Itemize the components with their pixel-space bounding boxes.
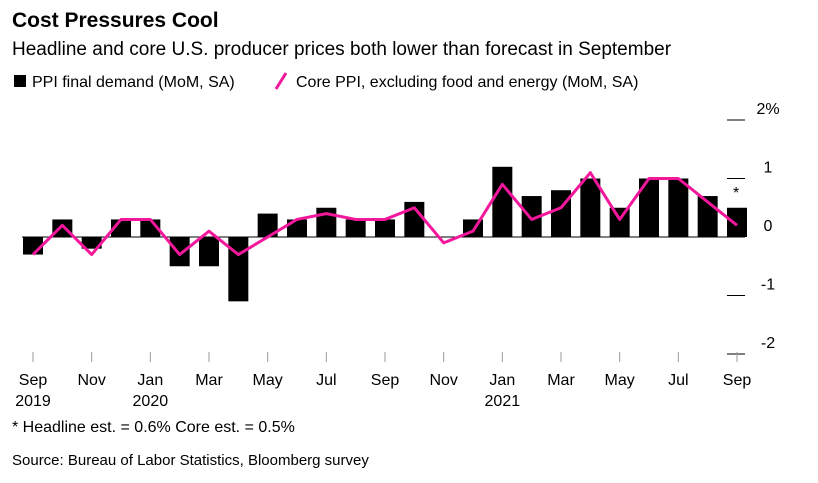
bar (52, 219, 73, 237)
x-tick-label: Mar (195, 372, 223, 389)
x-year-label: 2021 (485, 393, 521, 410)
x-tick-label: Nov (429, 372, 457, 389)
x-tick-label: Jul (668, 372, 688, 389)
chart-subtitle: Headline and core U.S. producer prices b… (12, 39, 672, 60)
x-tick-label: Jan (137, 372, 163, 389)
footnote: * Headline est. = 0.6% Core est. = 0.5% (12, 419, 295, 436)
x-tick-label: Jul (316, 372, 336, 389)
bar (81, 237, 102, 249)
x-year-label: 2020 (133, 393, 169, 410)
bar (228, 237, 249, 302)
bar (521, 196, 542, 237)
x-tick-label: Mar (547, 372, 575, 389)
bar (609, 207, 630, 237)
bar (257, 213, 278, 237)
source: Source: Bureau of Labor Statistics, Bloo… (12, 452, 369, 469)
bar (639, 178, 659, 237)
x-tick-label: Nov (77, 372, 105, 389)
bar (668, 178, 689, 237)
y-tick-label: 2% (756, 101, 779, 118)
x-tick-label: Jan (489, 372, 515, 389)
annotation: * (733, 185, 739, 202)
bar (492, 166, 513, 237)
bar (727, 207, 747, 237)
x-tick-label: May (605, 372, 635, 389)
legend-label: PPI final demand (MoM, SA) (32, 74, 235, 91)
x-year-label: 2019 (15, 393, 51, 410)
line (31, 171, 738, 257)
bar (169, 237, 190, 267)
chart-title: Cost Pressures Cool (12, 9, 219, 32)
y-tick-label: -1 (761, 277, 775, 294)
x-tick-label: May (253, 372, 283, 389)
bar (199, 237, 219, 267)
bar (375, 219, 395, 237)
y-tick-label: -2 (761, 335, 775, 352)
legend-swatch-line (274, 72, 288, 90)
bar (345, 219, 366, 237)
legend-swatch-bar (14, 75, 26, 87)
x-tick-label: Sep (723, 372, 752, 389)
y-tick-label: 1 (764, 160, 773, 177)
bar (580, 178, 601, 237)
y-tick-label: 0 (764, 218, 773, 235)
x-tick-label: Sep (371, 372, 400, 389)
x-tick-label: Sep (19, 372, 48, 389)
legend-label: Core PPI, excluding food and energy (MoM… (296, 74, 638, 91)
